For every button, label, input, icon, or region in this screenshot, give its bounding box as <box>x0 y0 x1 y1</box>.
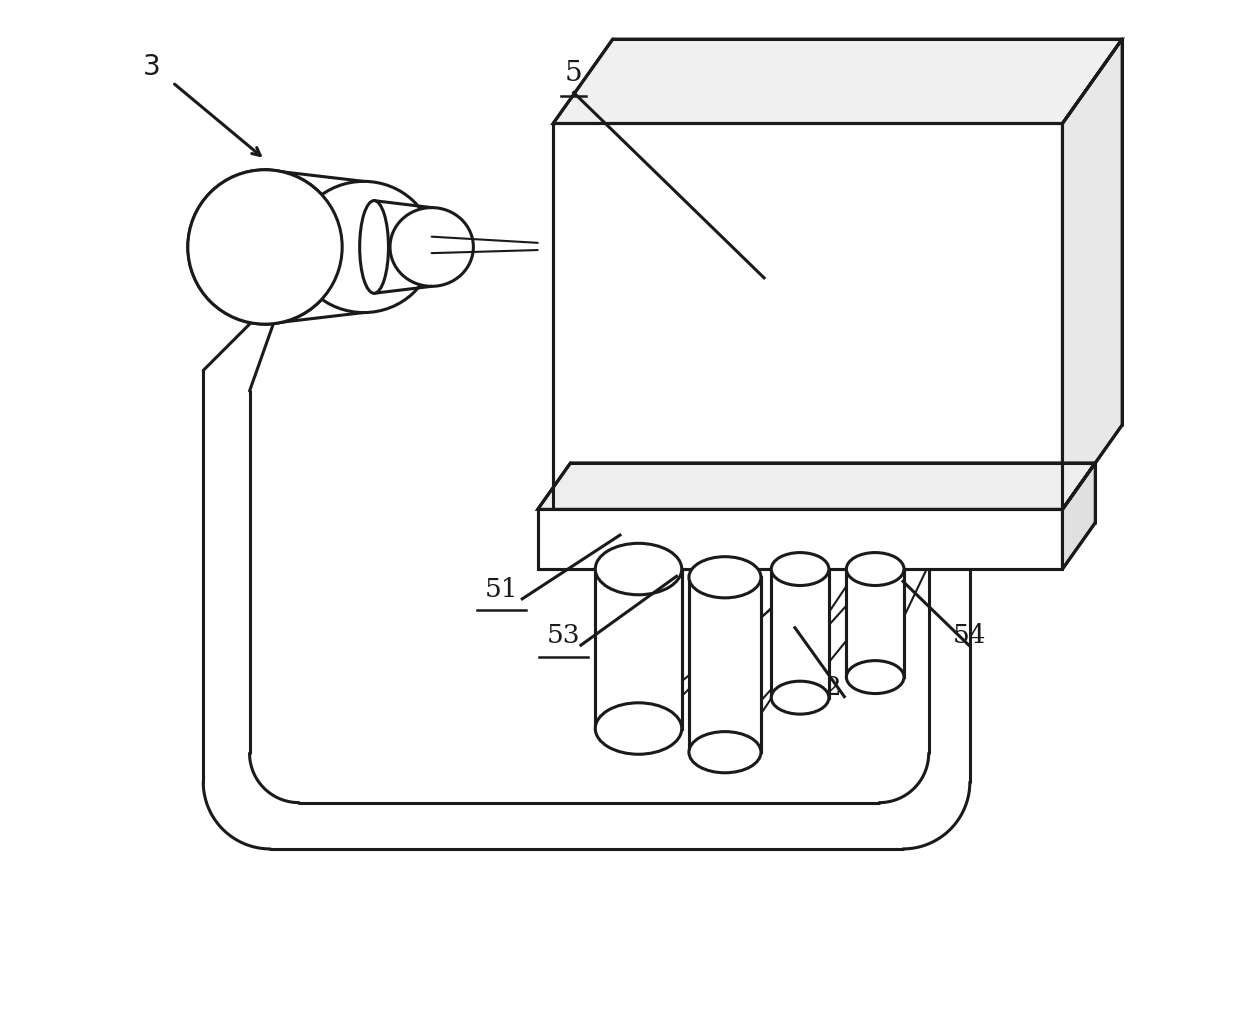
Ellipse shape <box>689 732 761 773</box>
Text: 52: 52 <box>808 675 843 700</box>
Ellipse shape <box>847 553 904 586</box>
Ellipse shape <box>847 661 904 694</box>
Polygon shape <box>595 569 682 729</box>
Text: 3: 3 <box>143 52 161 81</box>
Ellipse shape <box>595 703 682 754</box>
Polygon shape <box>538 509 1063 569</box>
Ellipse shape <box>391 208 474 286</box>
Polygon shape <box>689 577 761 752</box>
Polygon shape <box>538 463 1095 509</box>
Text: 51: 51 <box>485 577 518 602</box>
Ellipse shape <box>771 681 828 714</box>
Polygon shape <box>1063 463 1095 569</box>
Ellipse shape <box>360 201 388 293</box>
Polygon shape <box>1063 39 1122 509</box>
Ellipse shape <box>689 557 761 598</box>
Polygon shape <box>771 569 828 698</box>
Ellipse shape <box>294 181 433 313</box>
Text: 54: 54 <box>954 624 987 648</box>
Ellipse shape <box>595 543 682 595</box>
Ellipse shape <box>187 170 342 324</box>
Polygon shape <box>847 569 904 677</box>
Ellipse shape <box>187 170 342 324</box>
Text: 5: 5 <box>565 61 583 87</box>
Text: 53: 53 <box>547 624 580 648</box>
Ellipse shape <box>771 553 828 586</box>
Polygon shape <box>553 123 1063 509</box>
Polygon shape <box>553 39 1122 123</box>
